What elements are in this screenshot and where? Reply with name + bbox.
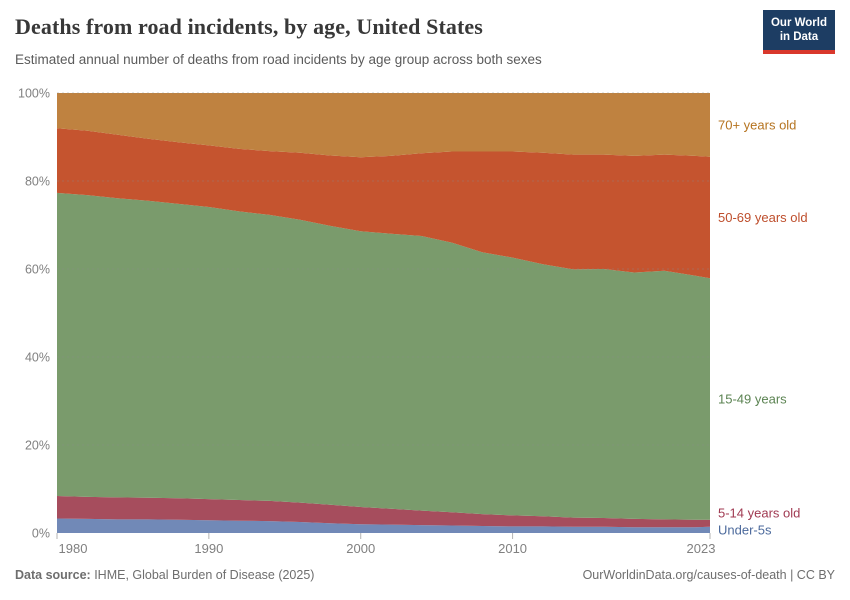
area-70-years-old[interactable] (57, 93, 710, 158)
data-source-value: IHME, Global Burden of Disease (2025) (90, 568, 315, 582)
y-tick-label-0: 0% (32, 527, 50, 541)
data-source-label: Data source: (15, 568, 91, 582)
owid-logo[interactable]: Our World in Data (762, 10, 835, 54)
series-label-15-49-years[interactable]: 15-49 years (718, 392, 787, 407)
page-title: Deaths from road incidents, by age, Unit… (15, 14, 483, 39)
x-tick-label-2023: 2023 (687, 541, 716, 556)
owid-logo-line1: Our World (770, 17, 827, 29)
y-tick-label-20: 20% (25, 439, 50, 453)
series-label-50-69-years-old[interactable]: 50-69 years old (718, 210, 808, 225)
credit-link[interactable]: OurWorldinData.org/causes-of-death | CC … (582, 568, 835, 582)
series-label-under-5s[interactable]: Under-5s (718, 522, 772, 537)
owid-logo-line2: in Data (779, 31, 819, 44)
series-label-70-years-old[interactable]: 70+ years old (718, 117, 796, 132)
y-tick-label-40: 40% (25, 351, 50, 365)
x-tick-label-2000: 2000 (346, 541, 375, 556)
area-5-14-years-old[interactable] (57, 496, 710, 528)
y-tick-label-60: 60% (25, 263, 50, 277)
chart-footer: Data source: IHME, Global Burden of Dise… (15, 568, 835, 582)
x-tick-label-1990: 1990 (194, 541, 223, 556)
series-label-5-14-years-old[interactable]: 5-14 years old (718, 505, 800, 520)
data-source-note: Data source: IHME, Global Burden of Dise… (15, 568, 314, 582)
x-tick-label-1980: 1980 (59, 541, 88, 556)
chart-subtitle: Estimated annual number of deaths from r… (15, 52, 542, 67)
x-tick-label-2010: 2010 (498, 541, 527, 556)
area-15-49-years[interactable] (57, 192, 710, 520)
y-tick-label-100: 100% (18, 87, 50, 101)
area-under-5s[interactable] (57, 518, 710, 534)
y-tick-label-80: 80% (25, 175, 50, 189)
area-50-69-years-old[interactable] (57, 128, 710, 279)
